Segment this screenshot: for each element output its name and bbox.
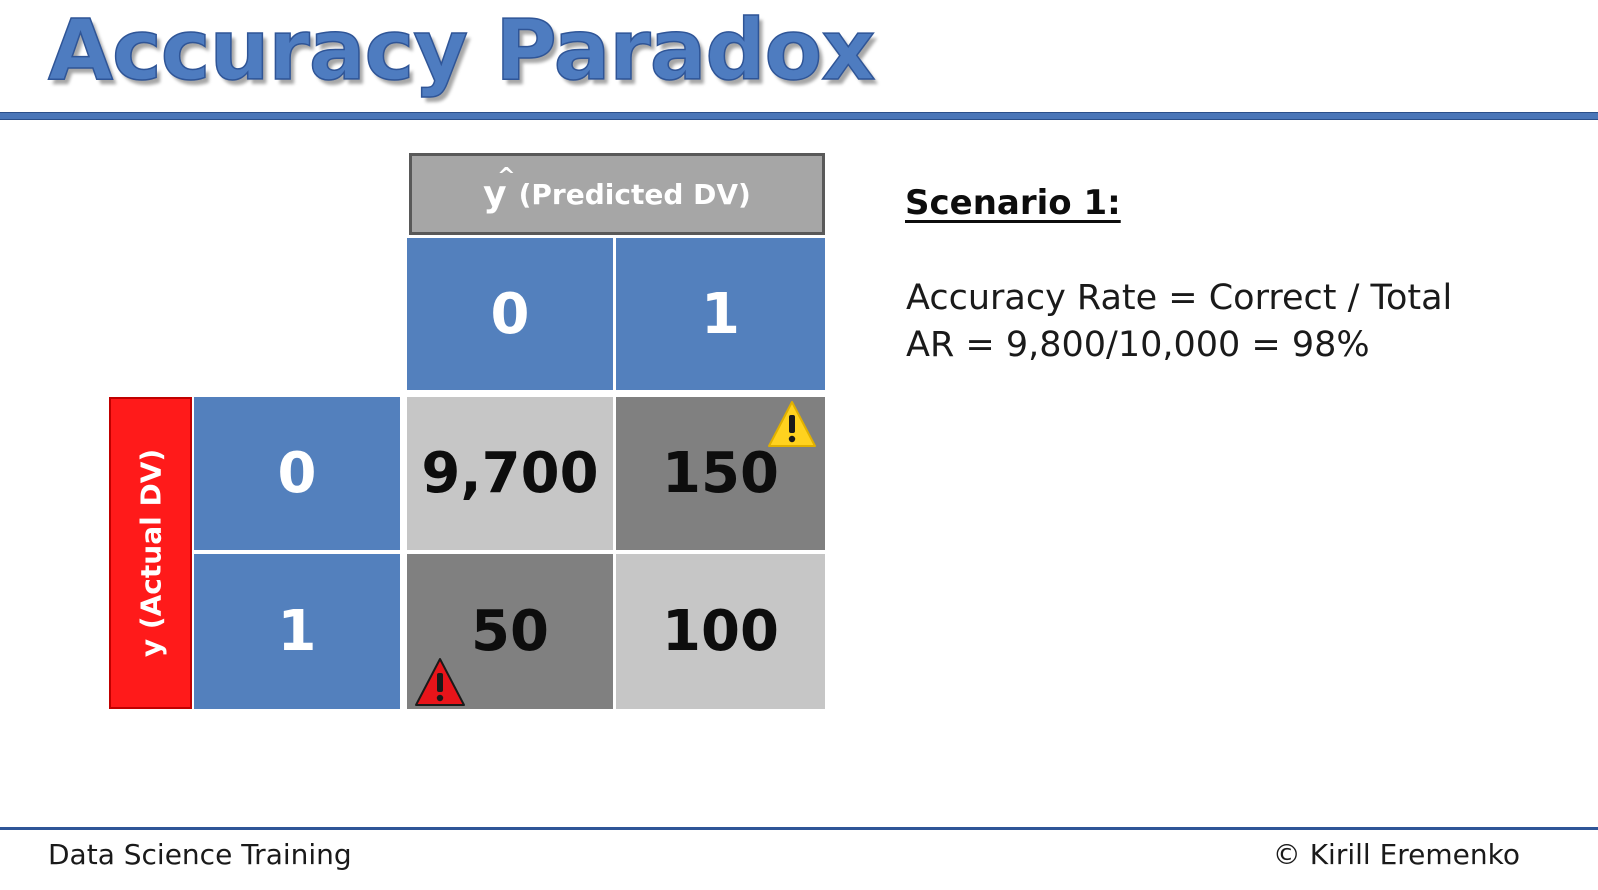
predicted-class-0: 0 [407, 238, 613, 390]
actual-dv-header: y (Actual DV) [109, 397, 192, 709]
cell-true-positive: 100 [616, 554, 825, 709]
footer-copyright: © Kirill Eremenko [1272, 838, 1520, 871]
warning-icon [768, 401, 816, 447]
actual-class-0: 0 [194, 397, 400, 550]
accuracy-rate-formula: Accuracy Rate = Correct / Total [906, 278, 1453, 318]
predicted-dv-label: (Predicted DV) [518, 177, 751, 211]
footer-course-name: Data Science Training [48, 838, 352, 871]
alert-icon [415, 658, 465, 706]
actual-class-1: 1 [194, 554, 400, 709]
predicted-dv-header: y (Predicted DV) [409, 153, 825, 235]
cell-true-negative: 9,700 [407, 397, 613, 550]
title-divider [0, 112, 1598, 120]
scenario-heading: Scenario 1: [905, 183, 1121, 223]
predicted-class-1: 1 [616, 238, 825, 390]
y-hat-symbol: y [483, 164, 516, 215]
actual-dv-label: y (Actual DV) [134, 448, 167, 658]
slide-title: Accuracy Paradox [47, 1, 876, 99]
accuracy-rate-calculation: AR = 9,800/10,000 = 98% [906, 325, 1370, 365]
footer-divider [0, 827, 1598, 830]
